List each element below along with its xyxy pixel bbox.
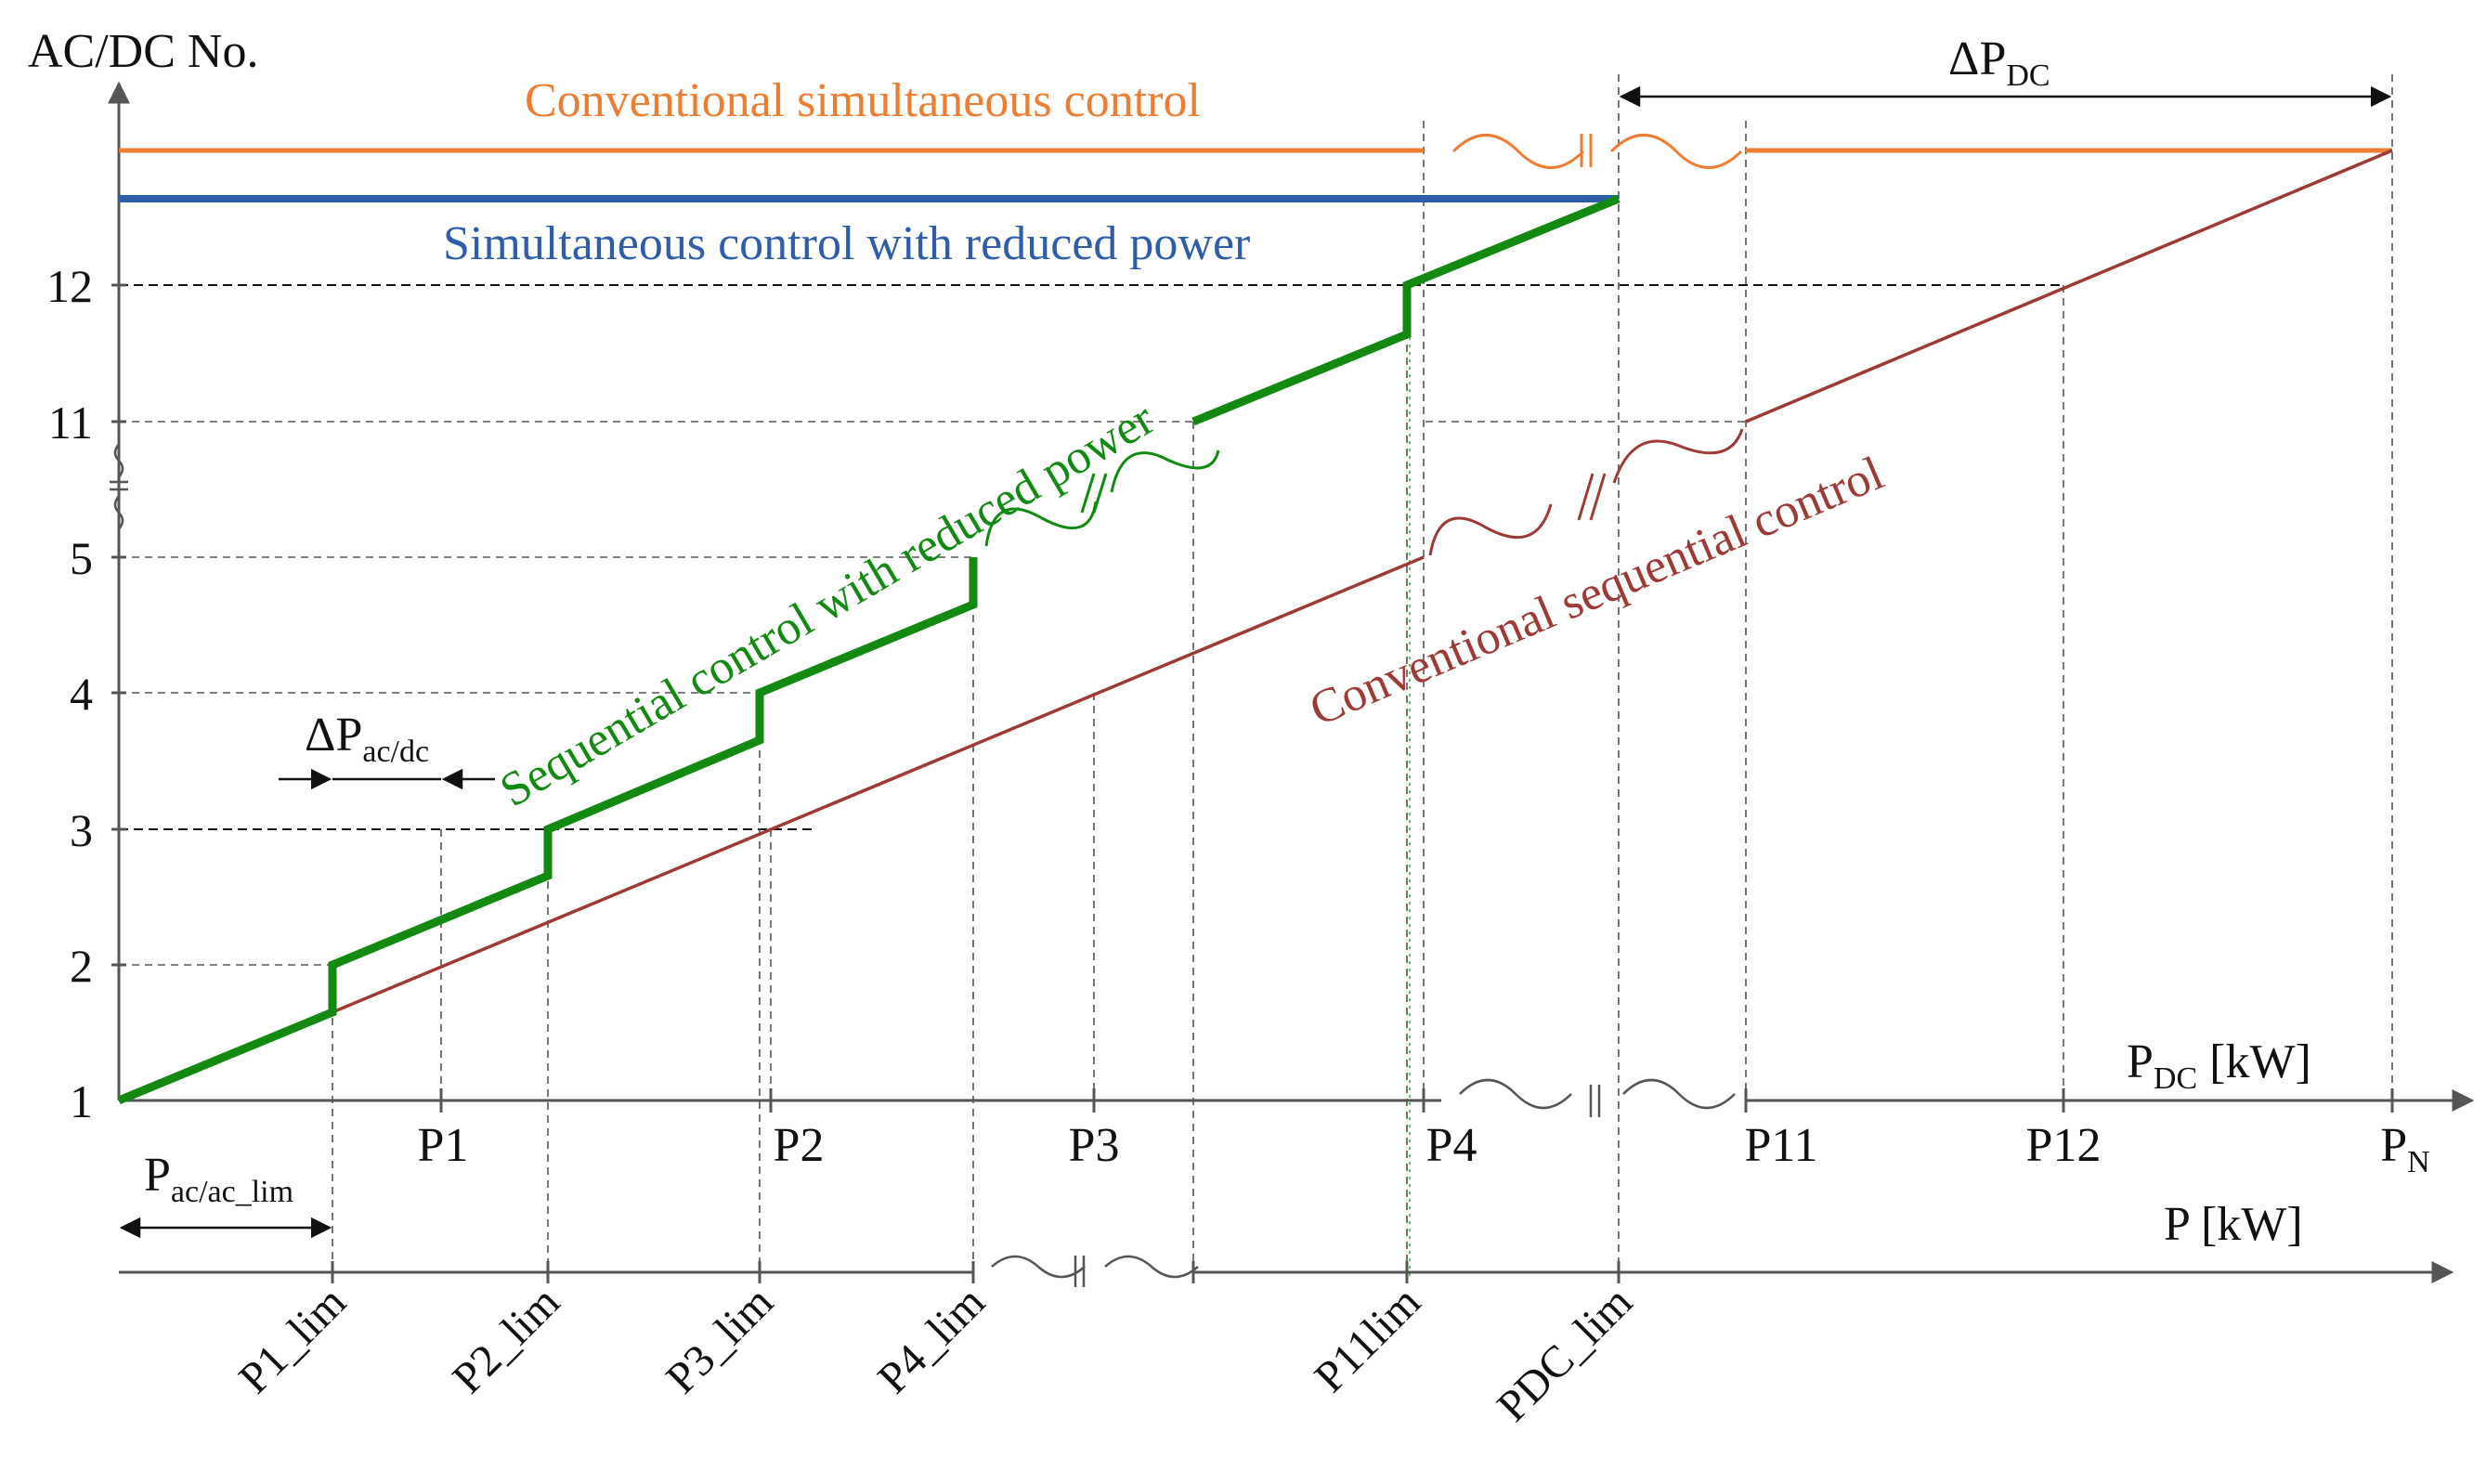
y-tick-labels: 1 2 3 4 5 11 12 — [46, 260, 93, 1127]
upper-tick-label: P2 — [774, 1119, 825, 1172]
y-tick-label: 12 — [46, 260, 93, 312]
lower-tick-labels: P1_lim P2_lim P3_lim P4_lim P11lim PDC_l… — [229, 1277, 1642, 1431]
upper-tick-label: P3 — [1069, 1119, 1120, 1172]
lower-tick-label: P3_lim — [657, 1277, 783, 1403]
upper-tick-label: P11 — [1745, 1119, 1818, 1172]
upper-tick-label: P4 — [1426, 1119, 1477, 1172]
lower-tick-label: P11lim — [1305, 1277, 1429, 1401]
horizontal-gridlines — [119, 284, 2062, 966]
conv-sequential-label: Conventional sequential control — [1302, 447, 1891, 736]
p-acac-lim-label: Pac/ac_lim — [144, 1149, 293, 1209]
upper-axis-ticks — [439, 1088, 2394, 1113]
y-axis-ticks — [111, 283, 126, 967]
axes — [108, 81, 2475, 1283]
orange-break-icon — [1451, 134, 1743, 169]
lower-tick-label: PDC_lim — [1488, 1277, 1642, 1431]
y-axis-break-icon — [110, 443, 128, 530]
lower-tick-label: P4_lim — [868, 1277, 995, 1403]
upper-tick-label: P1 — [418, 1119, 469, 1172]
upper-tick-label-pn: PN — [2380, 1119, 2429, 1179]
delta-pdc-label: ΔPDC — [1948, 33, 2050, 93]
upper-tick-label: P12 — [2026, 1119, 2102, 1172]
delta-pacdc-label: ΔPac/dc — [305, 709, 429, 769]
lower-axis-title: P [kW] — [2164, 1198, 2303, 1251]
y-tick-label: 2 — [70, 940, 93, 992]
lower-tick-label: P1_lim — [229, 1277, 356, 1403]
sequential-reduced-line-right — [1191, 194, 1620, 426]
sequential-reduced-line-left — [117, 557, 978, 1105]
y-tick-label: 3 — [70, 804, 93, 856]
y-tick-label: 5 — [70, 532, 93, 584]
brown-break-icon — [1428, 428, 1744, 556]
conv-sequential-line-left — [332, 555, 1425, 1014]
y-axis-title: AC/DC No. — [28, 25, 258, 78]
conv-simultaneous-label: Conventional simultaneous control — [525, 74, 1201, 127]
y-tick-label: 11 — [48, 397, 93, 449]
upper-tick-labels: P1 P2 P3 P4 P11 P12 PN — [418, 1119, 2430, 1179]
lower-axis-break-icon — [991, 1255, 1199, 1287]
green-break-icon — [984, 449, 1220, 547]
upper-axis-title: PDC [kW] — [2127, 1035, 2311, 1096]
y-tick-label: 1 — [70, 1075, 93, 1127]
lower-tick-label: P2_lim — [443, 1277, 569, 1403]
simultaneous-reduced-label: Simultaneous control with reduced power — [443, 217, 1250, 270]
sequential-reduced-label: Sequential control with reduced power — [491, 392, 1163, 817]
vertical-gridlines — [332, 74, 2393, 1277]
break-symbols — [110, 134, 1744, 1287]
conv-sequential-line-right — [1745, 149, 2393, 423]
lower-axis-ticks — [331, 1261, 1620, 1283]
upper-axis-break-icon — [1459, 1078, 1736, 1117]
y-tick-label: 4 — [70, 668, 93, 720]
